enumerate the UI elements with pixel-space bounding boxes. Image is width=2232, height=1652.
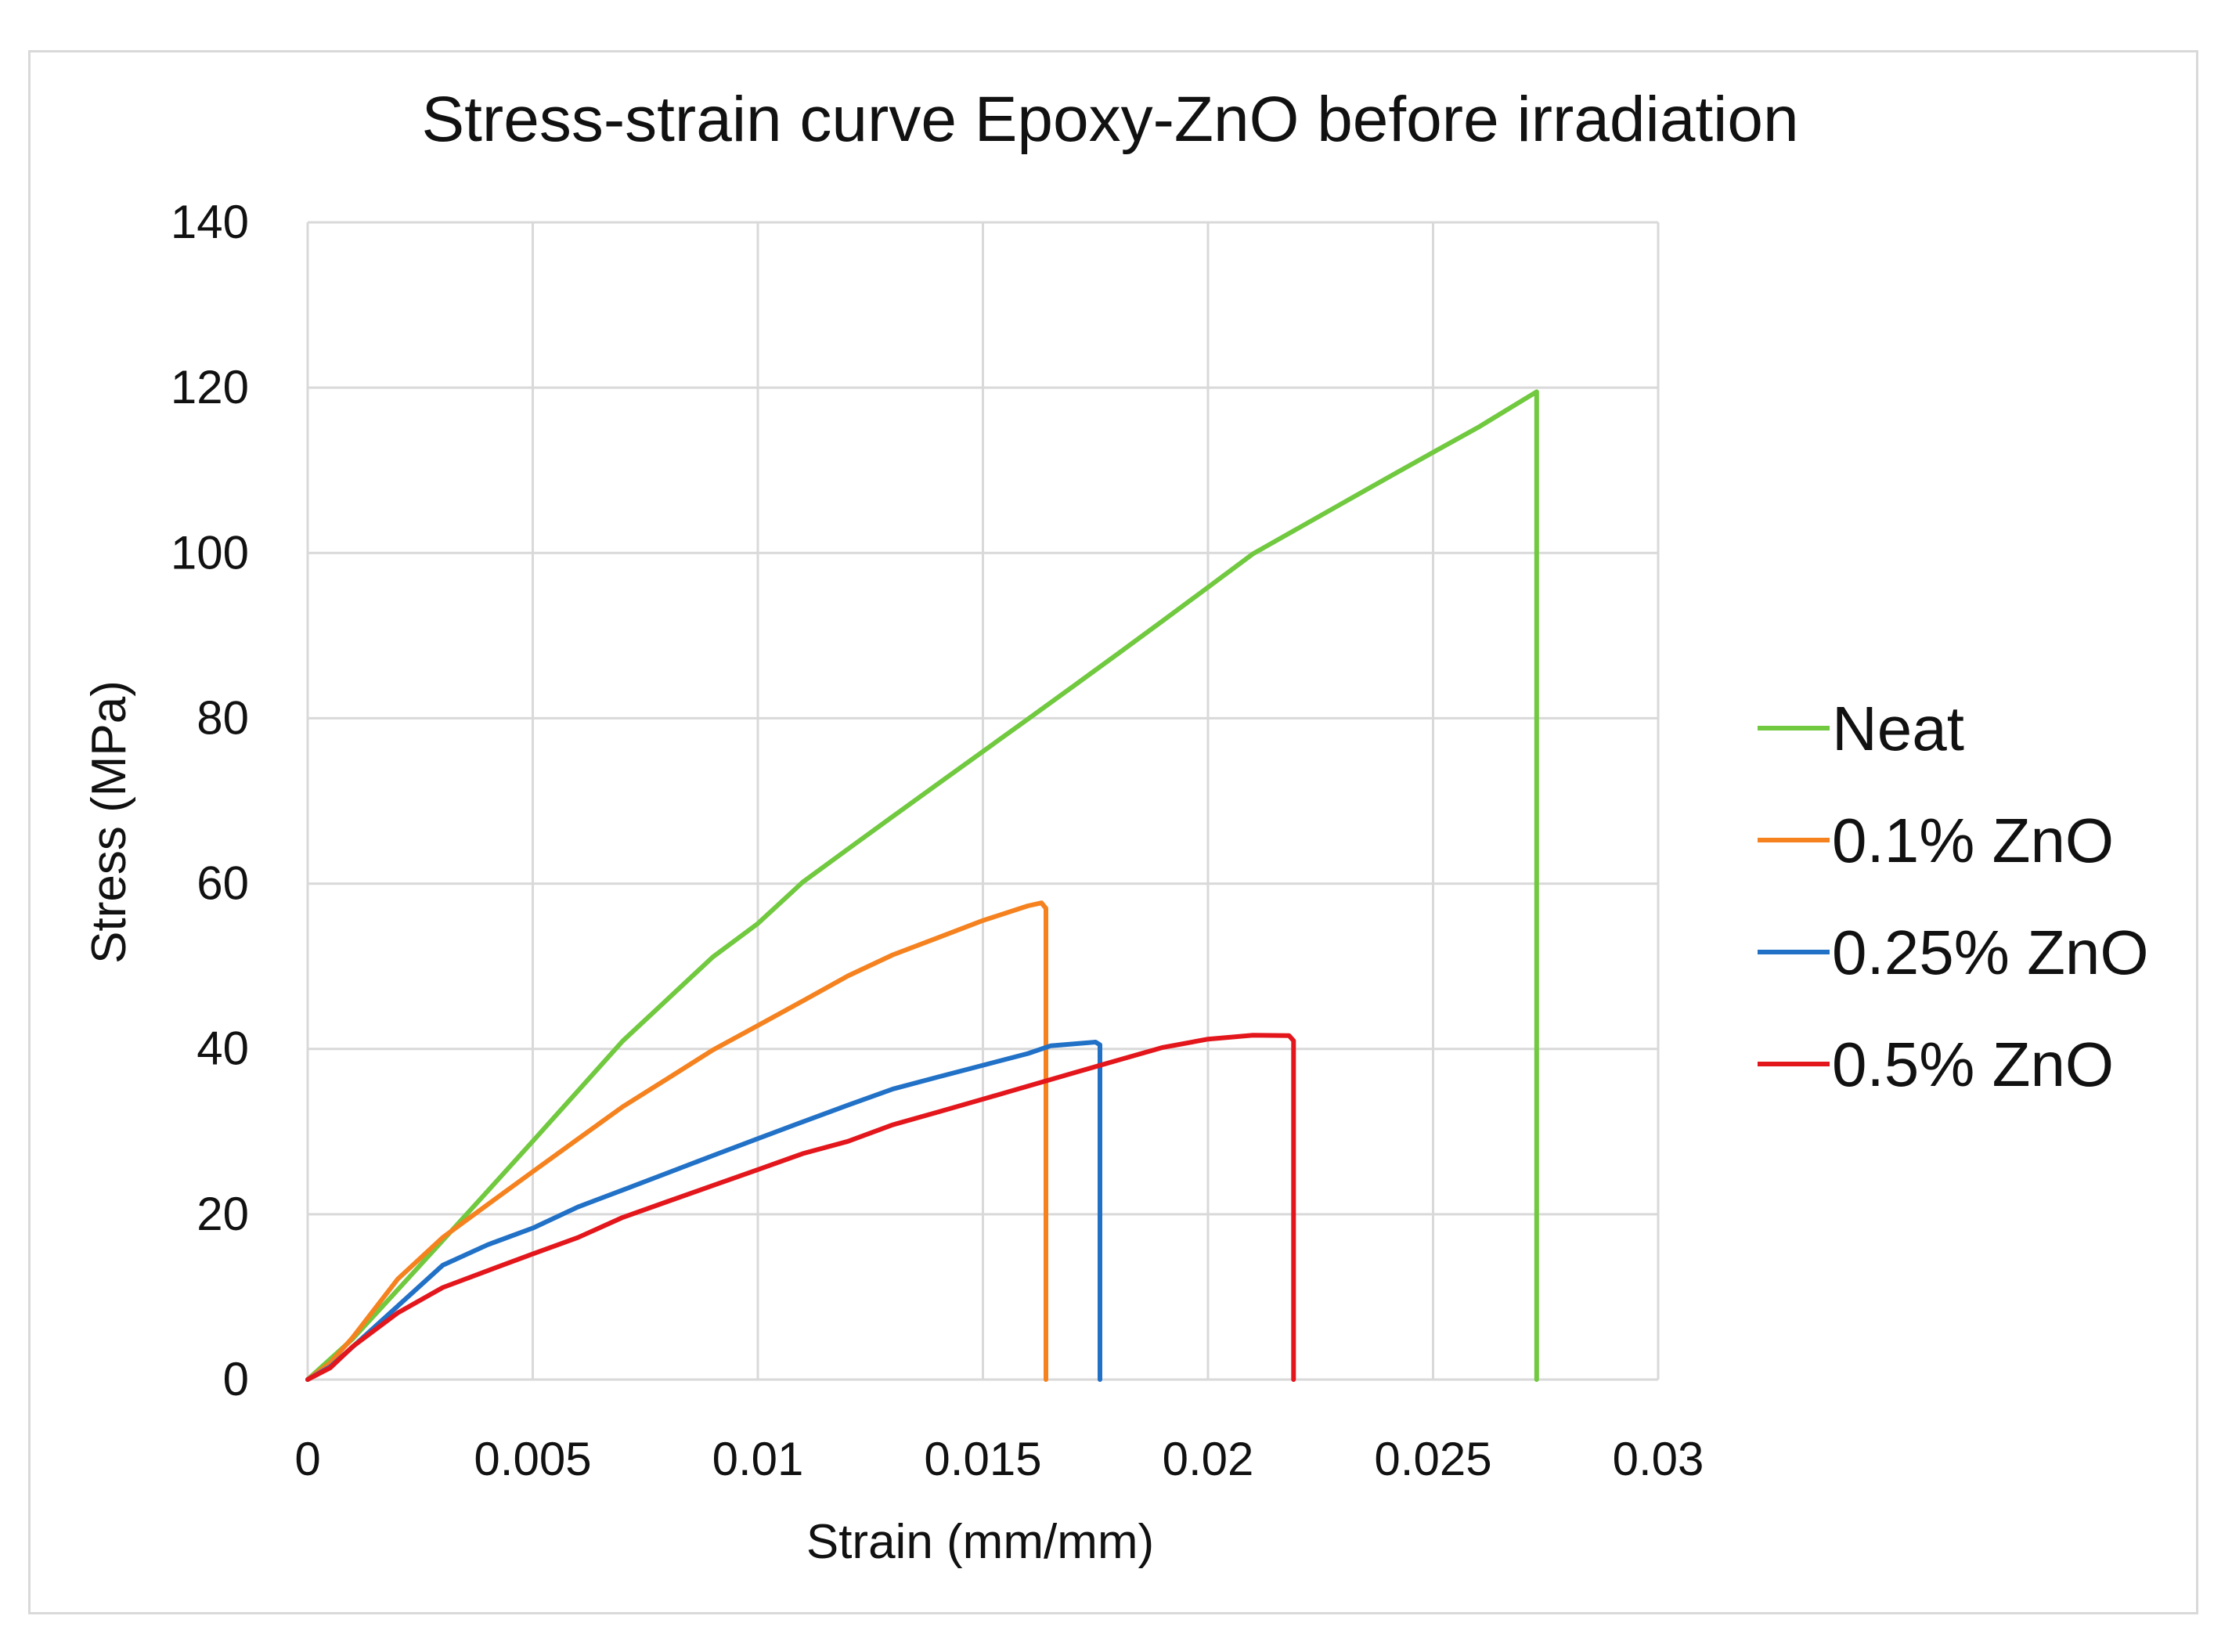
y-tick-label: 120 [171, 361, 249, 413]
legend: Neat 0.1% ZnO 0.25% ZnO 0.5% ZnO [1758, 694, 2149, 1099]
x-tick-label: 0.005 [474, 1433, 591, 1485]
legend-label-2: 0.25% ZnO [1832, 918, 2149, 987]
y-tick-label: 140 [171, 196, 249, 248]
chart-frame [28, 50, 2198, 1614]
series-line-2 [305, 1040, 1102, 1382]
y-axis-title: Stress (MPa) [82, 680, 136, 964]
series-line-0 [305, 389, 1539, 1382]
legend-label-1: 0.1% ZnO [1832, 806, 2114, 875]
legend-label-3: 0.5% ZnO [1832, 1030, 2114, 1099]
x-tick-label: 0.03 [1613, 1433, 1704, 1485]
series-lines [305, 389, 1539, 1382]
y-tick-label: 100 [171, 526, 249, 579]
x-tick-label: 0 [294, 1433, 320, 1485]
y-tick-label: 60 [197, 857, 249, 910]
x-tick-label: 0.02 [1163, 1433, 1254, 1485]
legend-label-0: Neat [1832, 694, 1964, 763]
y-tick-label: 80 [197, 691, 249, 744]
x-tick-label: 0.01 [712, 1433, 804, 1485]
y-tick-label: 0 [223, 1353, 249, 1405]
chart-title: Stress-strain curve Epoxy-ZnO before irr… [421, 84, 1798, 155]
y-tick-label: 40 [197, 1023, 249, 1075]
grid [308, 221, 1660, 1380]
tick-labels: 0 20 40 60 80 100 120 140 0 0.005 0.01 0.015 0.02 0.0… [171, 196, 1704, 1485]
x-tick-label: 0.025 [1374, 1433, 1491, 1485]
axes [306, 222, 1658, 1381]
series-line-3 [305, 1033, 1296, 1382]
series-line-1 [305, 900, 1048, 1382]
x-tick-label: 0.015 [924, 1433, 1041, 1485]
x-axis-title: Strain (mm/mm) [806, 1515, 1154, 1569]
y-tick-label: 20 [197, 1188, 249, 1240]
